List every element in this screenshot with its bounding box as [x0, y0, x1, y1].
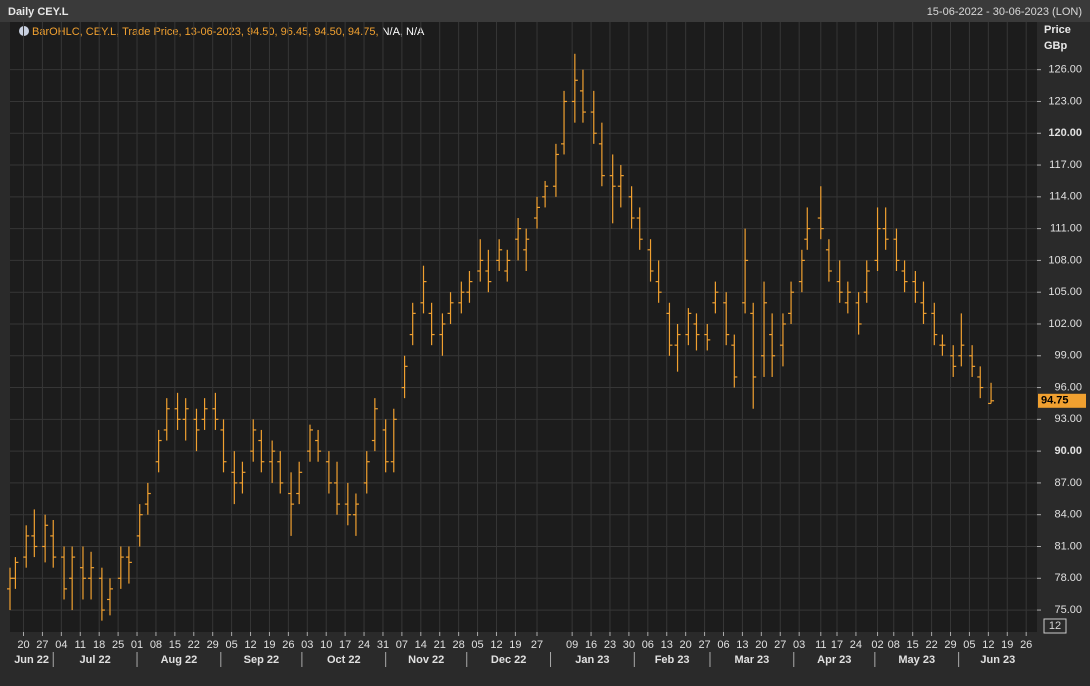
month-label: Aug 22 — [161, 654, 198, 666]
x-tick-label: 19 — [1001, 639, 1013, 651]
month-label: Sep 22 — [244, 654, 279, 666]
x-tick-label: 27 — [531, 639, 543, 651]
legend-extra: N/A, N/A — [382, 26, 425, 38]
y-tick-label: 99.00 — [1054, 350, 1082, 362]
last-price-label: 94.75 — [1041, 395, 1069, 407]
legend-text: BarOHLC, CEY.L, Trade Price, 13-06-2023,… — [32, 26, 379, 38]
month-label: Jan 23 — [575, 654, 609, 666]
x-tick-label: 26 — [282, 639, 294, 651]
x-tick-label: 06 — [642, 639, 654, 651]
y-tick-label: 126.00 — [1048, 64, 1082, 76]
y-tick-label: 81.00 — [1054, 540, 1082, 552]
month-label: Apr 23 — [817, 654, 851, 666]
last-price-box — [1038, 393, 1086, 408]
x-tick-label: 29 — [944, 639, 956, 651]
y-tick-label: 87.00 — [1054, 477, 1082, 489]
y-tick-label: 120.00 — [1048, 127, 1082, 139]
x-tick-label: 23 — [604, 639, 616, 651]
x-tick-label: 20 — [680, 639, 692, 651]
x-tick-label: 21 — [434, 639, 446, 651]
x-tick-label: 20 — [755, 639, 767, 651]
month-label: May 23 — [898, 654, 935, 666]
month-label: Jul 22 — [80, 654, 111, 666]
y-tick-label: 111.00 — [1050, 223, 1082, 235]
x-tick-label: 09 — [566, 639, 578, 651]
x-tick-label: 29 — [207, 639, 219, 651]
x-tick-label: 26 — [1020, 639, 1032, 651]
header-bar — [0, 0, 1090, 22]
plot-area — [10, 22, 1037, 632]
x-tick-label: 01 — [131, 639, 143, 651]
x-tick-label: 12 — [982, 639, 994, 651]
x-tick-label: 14 — [415, 639, 427, 651]
y-tick-label: 90.00 — [1054, 445, 1082, 457]
month-label: Nov 22 — [408, 654, 444, 666]
month-label: Jun 22 — [14, 654, 49, 666]
x-tick-label: 11 — [815, 639, 826, 651]
x-tick-label: 18 — [93, 639, 105, 651]
chart-title: Daily CEY.L — [8, 6, 69, 18]
x-tick-label: 08 — [150, 639, 162, 651]
y-tick-label: 93.00 — [1054, 413, 1082, 425]
x-tick-label: 13 — [661, 639, 673, 651]
y-tick-label: 105.00 — [1048, 286, 1082, 298]
y-tick-label: 84.00 — [1054, 509, 1082, 521]
x-tick-label: 24 — [850, 639, 862, 651]
month-label: Jun 23 — [980, 654, 1015, 666]
y-tick-label: 75.00 — [1054, 604, 1082, 616]
x-tick-label: 30 — [623, 639, 635, 651]
x-tick-label: 02 — [871, 639, 883, 651]
x-tick-label: 05 — [963, 639, 975, 651]
x-tick-label: 20 — [17, 639, 29, 651]
x-tick-label: 28 — [453, 639, 465, 651]
x-tick-label: 27 — [774, 639, 786, 651]
y-tick-label: 96.00 — [1054, 381, 1082, 393]
date-range: 15-06-2022 - 30-06-2023 (LON) — [927, 6, 1082, 18]
x-tick-label: 11 — [75, 639, 86, 651]
x-tick-label: 16 — [585, 639, 597, 651]
x-tick-label: 19 — [509, 639, 521, 651]
month-label: Feb 23 — [655, 654, 690, 666]
x-tick-label: 15 — [169, 639, 181, 651]
x-tick-label: 27 — [698, 639, 710, 651]
x-tick-label: 03 — [793, 639, 805, 651]
corner-label: 12 — [1049, 620, 1061, 632]
legend: BarOHLC, CEY.L, Trade Price, 13-06-2023,… — [32, 26, 425, 38]
x-tick-label: 24 — [358, 639, 370, 651]
x-tick-label: 05 — [225, 639, 237, 651]
y-tick-label: 102.00 — [1048, 318, 1082, 330]
month-label: Oct 22 — [327, 654, 361, 666]
y-axis-unit: GBp — [1044, 40, 1068, 52]
x-tick-label: 22 — [925, 639, 937, 651]
y-tick-label: 123.00 — [1048, 95, 1082, 107]
x-tick-label: 12 — [490, 639, 502, 651]
y-tick-label: 117.00 — [1049, 159, 1082, 171]
month-label: Mar 23 — [734, 654, 769, 666]
x-tick-label: 03 — [301, 639, 313, 651]
y-tick-label: 108.00 — [1048, 254, 1082, 266]
corner-box — [1043, 618, 1067, 634]
x-tick-label: 19 — [263, 639, 275, 651]
x-tick-label: 10 — [320, 639, 332, 651]
y-axis-title: Price — [1044, 24, 1071, 36]
x-tick-label: 22 — [188, 639, 200, 651]
x-tick-label: 06 — [717, 639, 729, 651]
x-tick-label: 27 — [36, 639, 48, 651]
month-label: Dec 22 — [491, 654, 526, 666]
x-tick-label: 04 — [55, 639, 67, 651]
x-tick-label: 08 — [888, 639, 900, 651]
x-tick-label: 25 — [112, 639, 124, 651]
x-tick-label: 13 — [736, 639, 748, 651]
x-tick-label: 07 — [396, 639, 408, 651]
x-tick-label: 05 — [471, 639, 483, 651]
x-tick-label: 12 — [244, 639, 256, 651]
x-tick-label: 17 — [339, 639, 351, 651]
x-tick-label: 17 — [831, 639, 843, 651]
x-tick-label: 31 — [377, 639, 389, 651]
y-tick-label: 114.00 — [1049, 191, 1082, 203]
y-tick-label: 78.00 — [1054, 572, 1082, 584]
x-tick-label: 15 — [907, 639, 919, 651]
